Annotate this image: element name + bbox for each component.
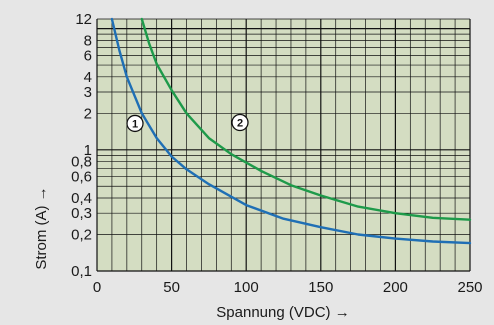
y-tick-label: 6 xyxy=(84,47,92,64)
series-line-2 xyxy=(140,17,472,221)
series-marker-label: 1 xyxy=(132,118,138,130)
y-tick-label: 2 xyxy=(84,105,92,122)
series-line-1 xyxy=(110,17,472,245)
y-tick-label: 0,3 xyxy=(71,205,92,222)
x-tick-label: 250 xyxy=(457,279,482,296)
x-axis-title: Spannung (VDC) → xyxy=(216,304,349,321)
x-tick-label: 150 xyxy=(308,279,333,296)
y-tick-label: 0,6 xyxy=(71,169,92,186)
plot-area xyxy=(97,19,470,271)
series-marker-2: 2 xyxy=(231,113,249,132)
y-tick-label: 8 xyxy=(84,32,92,49)
x-tick-label: 0 xyxy=(93,279,101,296)
series-marker-label: 2 xyxy=(237,117,243,129)
y-tick-label: 0,8 xyxy=(71,154,92,171)
y-axis-title: Strom (A) → xyxy=(33,186,50,269)
series-marker-1: 1 xyxy=(126,114,144,133)
curves xyxy=(110,17,472,245)
x-tick-label: 50 xyxy=(163,279,180,296)
x-tick-labels: 0 50 100 150 200 250 xyxy=(93,279,483,296)
series-marker-circle xyxy=(126,114,144,133)
y-tick-label: 0,4 xyxy=(71,190,92,207)
series-marker-circle xyxy=(231,113,249,132)
y-tick-label: 0,1 xyxy=(71,263,92,280)
grid xyxy=(96,18,471,272)
y-tick-label: 4 xyxy=(84,69,92,86)
y-tick-label: 1 xyxy=(84,142,92,159)
y-tick-label: 12 xyxy=(75,11,92,28)
x-tick-label: 100 xyxy=(234,279,259,296)
x-tick-label: 200 xyxy=(383,279,408,296)
y-tick-label: 3 xyxy=(84,84,92,101)
y-tick-label: 0,2 xyxy=(71,227,92,244)
